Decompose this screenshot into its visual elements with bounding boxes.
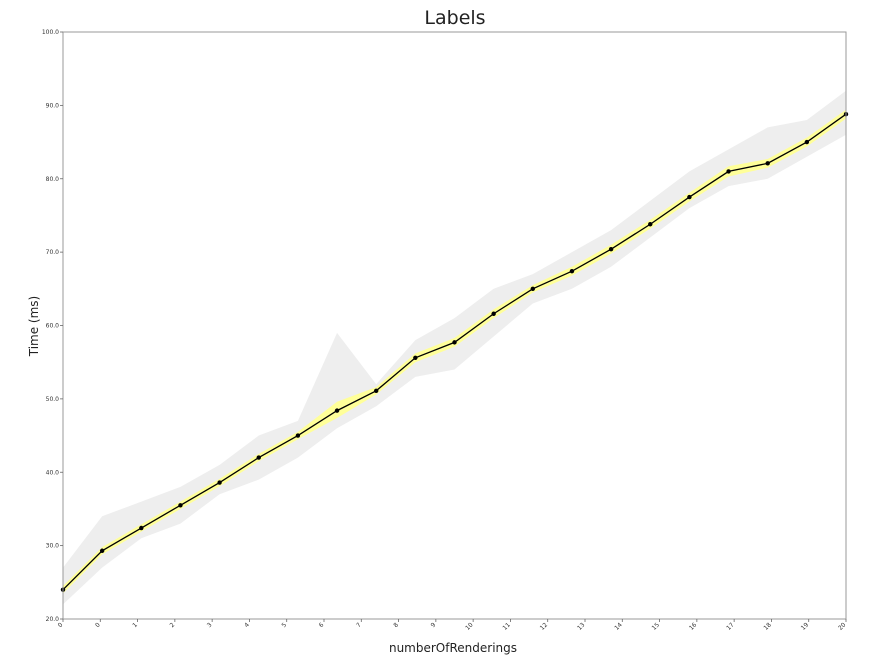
- data-point: [334, 408, 340, 413]
- data-point: [139, 525, 144, 531]
- y-axis: 20.0 30.0 40.0 50.0 60.0 70.0 80.0 90.0 100.0: [42, 29, 63, 623]
- range-band-layer: [63, 90, 846, 605]
- y-tick-label: 90.0: [46, 102, 60, 109]
- y-axis-label: Time (ms): [27, 296, 41, 358]
- x-tick-label: 4: [243, 621, 251, 629]
- data-point: [804, 139, 810, 145]
- x-tick-label: 6: [318, 621, 326, 629]
- data-point: [530, 286, 535, 292]
- x-axis: 0 0 1 2 3 4 5 6 7 8 9 10 11 12 13 14 15 16 17 18 19 20: [57, 619, 848, 632]
- data-point: [726, 169, 731, 174]
- x-tick-label: 8: [392, 621, 400, 629]
- x-tick-label: 14: [613, 621, 623, 631]
- data-point: [648, 222, 653, 227]
- y-tick-label: 60.0: [46, 323, 60, 330]
- data-point: [295, 433, 301, 438]
- y-tick-label: 70.0: [46, 249, 60, 256]
- x-tick-label: 17: [725, 621, 735, 631]
- x-tick-label: 7: [355, 621, 363, 629]
- data-point: [413, 355, 418, 360]
- x-tick-label: 3: [206, 621, 214, 629]
- x-tick-label: 16: [688, 621, 698, 631]
- data-point: [374, 388, 379, 393]
- y-tick-label: 100.0: [42, 29, 59, 36]
- data-point: [99, 548, 105, 553]
- range-band: [63, 90, 846, 605]
- markers-layer: [60, 111, 849, 592]
- x-tick-label: 1: [131, 621, 139, 629]
- x-tick-label: 19: [800, 621, 810, 631]
- x-tick-label: 15: [651, 621, 661, 631]
- y-tick-label: 80.0: [46, 176, 60, 183]
- x-tick-label: 18: [762, 621, 772, 631]
- x-tick-label: 0: [57, 621, 65, 629]
- data-point: [178, 503, 183, 508]
- x-tick-label: 20: [837, 621, 847, 631]
- data-point: [217, 480, 222, 485]
- x-tick-label: 12: [539, 621, 549, 631]
- chart-title: Labels: [424, 7, 485, 29]
- data-point: [256, 455, 261, 460]
- x-tick-label: 9: [430, 621, 438, 629]
- x-tick-label: 10: [464, 621, 474, 631]
- x-axis-label: numberOfRenderings: [389, 641, 517, 655]
- data-point: [569, 269, 575, 274]
- y-tick-label: 40.0: [46, 469, 60, 476]
- data-point: [452, 340, 457, 345]
- data-point: [687, 194, 692, 200]
- x-tick-label: 0: [94, 621, 102, 629]
- x-tick-label: 2: [169, 621, 177, 629]
- y-tick-label: 50.0: [46, 396, 60, 403]
- x-tick-label: 13: [576, 621, 586, 631]
- data-point: [491, 311, 496, 316]
- x-tick-label: 11: [501, 621, 511, 631]
- x-tick-label: 5: [280, 621, 288, 629]
- data-point: [608, 246, 614, 252]
- data-point: [765, 161, 770, 166]
- y-tick-label: 20.0: [46, 616, 60, 623]
- y-tick-label: 30.0: [46, 543, 60, 550]
